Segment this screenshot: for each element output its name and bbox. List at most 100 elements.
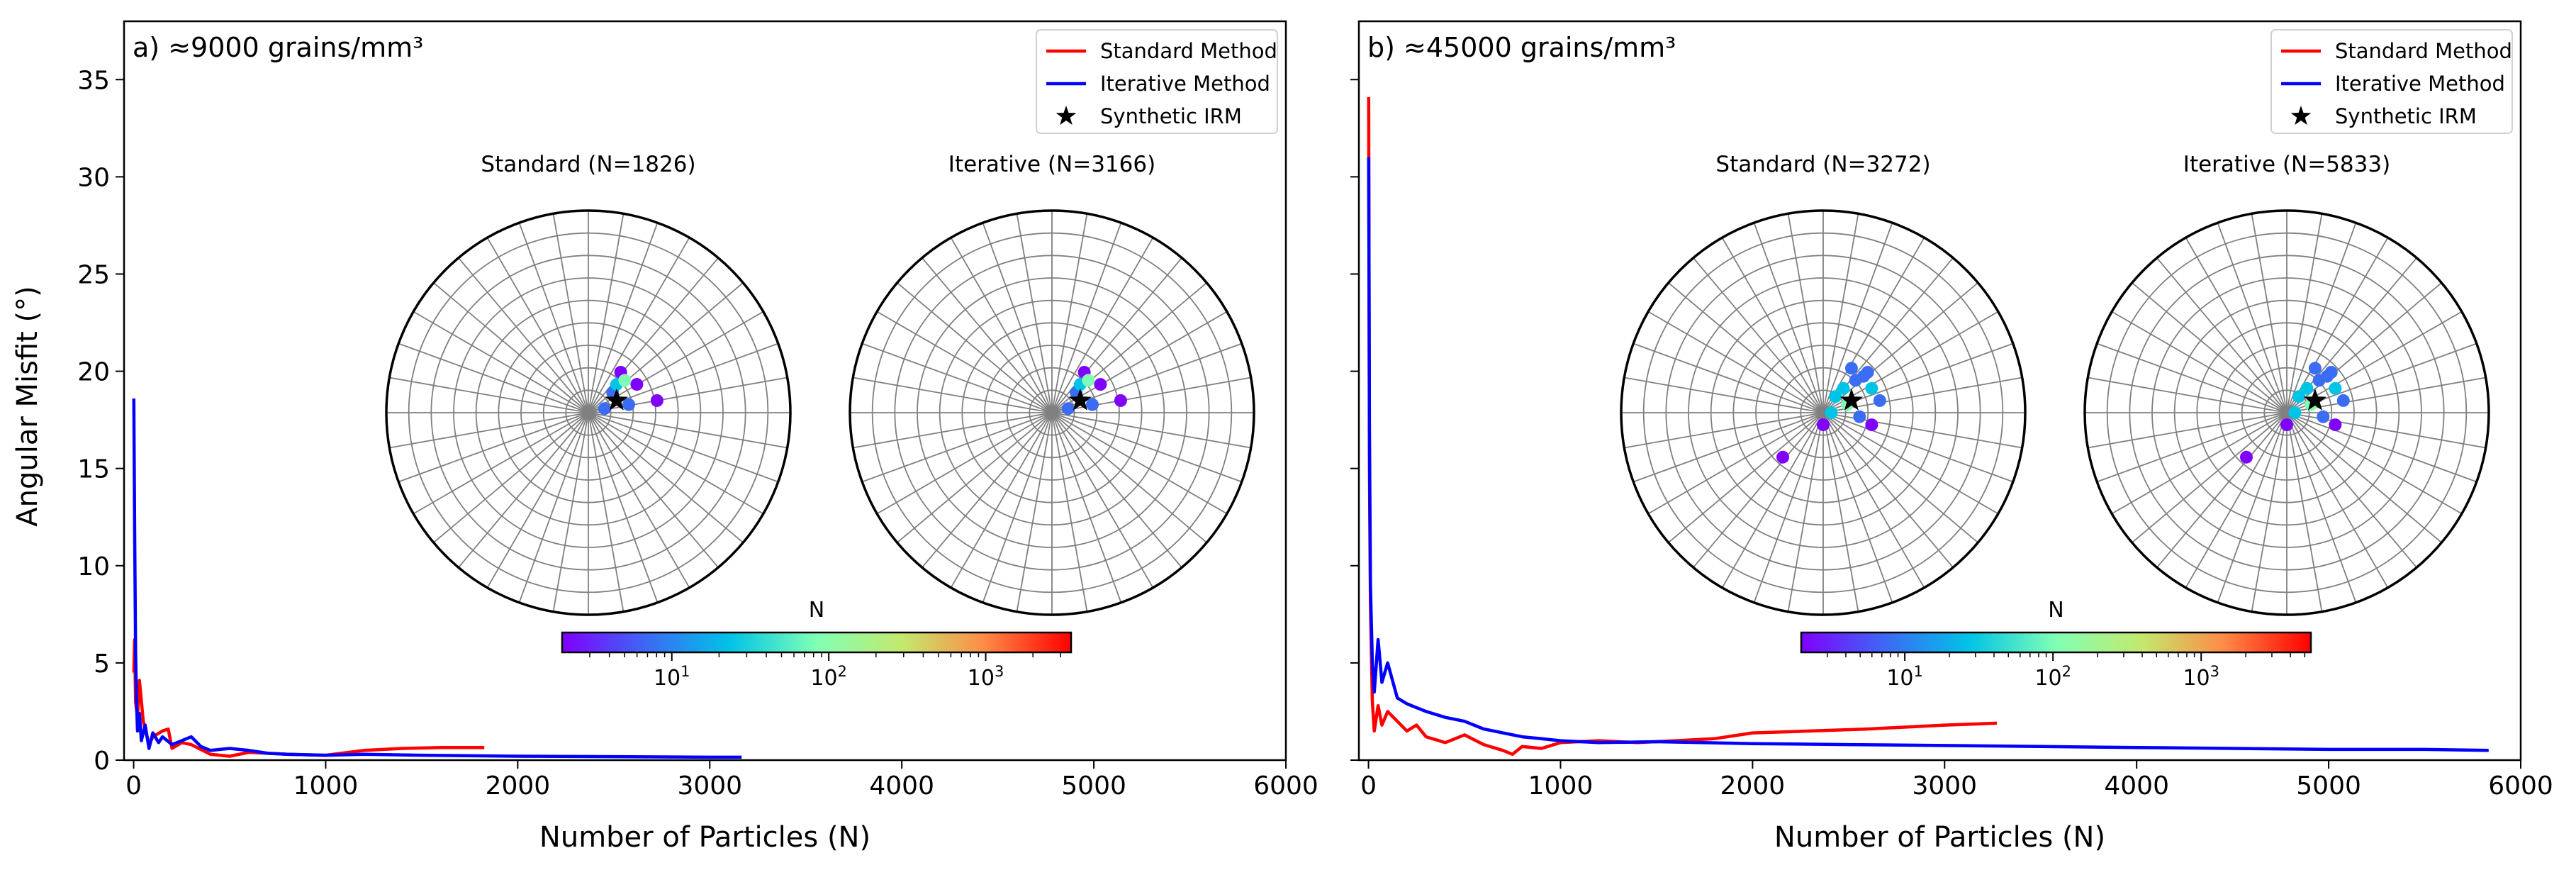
stereonet-spoke [1753, 222, 1824, 413]
y-tick-label: 15 [77, 455, 110, 484]
x-tick-label: 0 [1360, 771, 1377, 801]
legend-entry: Standard Method [1100, 39, 1277, 63]
stereonet-spoke [588, 412, 659, 603]
stereonet-spoke [1787, 412, 1824, 612]
inset-title: Iterative (N=5833) [2183, 152, 2390, 177]
colorbar-label: N [2048, 598, 2063, 623]
stereonet-spoke [950, 237, 1053, 413]
stereonet-spoke [1822, 412, 1925, 589]
stereonet-spoke [389, 412, 589, 449]
stereonet-spoke [1822, 412, 1999, 515]
stereonet-spoke [922, 257, 1053, 413]
stereonet-spoke [897, 282, 1053, 413]
stereonet-spoke [2286, 213, 2323, 413]
stereonet-point [1086, 398, 1099, 411]
stereonet-spoke [588, 412, 744, 543]
stereonet-spoke [1624, 377, 1824, 413]
series-line-iterative [1367, 157, 2489, 752]
legend-box [1036, 29, 1278, 134]
stereonet-spoke [552, 213, 589, 413]
x-tick-label: 1000 [1528, 771, 1594, 801]
stereonet-spoke [876, 412, 1053, 515]
y-axis-label: Angular Misfit (°) [11, 286, 44, 527]
stereonet-spoke [861, 342, 1053, 413]
stereonet-spoke [2111, 311, 2287, 413]
y-tick-label: 30 [77, 163, 110, 192]
stereonet-spoke [876, 311, 1053, 413]
inset-stereonet-standard: Standard (N=1826) [385, 152, 792, 616]
stereonet-spoke [398, 412, 589, 483]
y-tick-label: 0 [94, 747, 110, 776]
stereonet-spoke [2251, 412, 2287, 612]
stereonet-spoke [2156, 257, 2287, 413]
stereonet-spoke [2251, 213, 2287, 413]
stereonet-point [2317, 410, 2330, 423]
legend-entry: Iterative Method [2335, 72, 2505, 96]
stereonet-spoke [552, 412, 589, 612]
stereonet-spoke [588, 412, 625, 612]
legend: Standard Method Iterative Method Synthetic… [1036, 29, 1278, 134]
legend-swatch-star [2290, 106, 2312, 126]
colorbar-tick-label: 102 [2034, 663, 2071, 691]
inset-stereonet-iterative: Iterative (N=3166) [849, 152, 1255, 616]
stereonet-spoke [1624, 412, 1824, 449]
x-tick-label: 5000 [1061, 771, 1126, 801]
inset-title: Iterative (N=3166) [948, 152, 1155, 177]
stereonet-spoke [588, 412, 788, 449]
stereonet-spoke [588, 237, 690, 413]
stereonet-spoke [2286, 412, 2463, 515]
stereonet-spoke [1822, 412, 1954, 568]
stereonet-spoke [1693, 257, 1824, 413]
colorbar-tick-label: 103 [968, 663, 1004, 691]
panel-a: 0 1000 2000 3000 4000 5000 6000 0 5 10 15 20 25 30 35 N… [77, 20, 1318, 854]
stereonet-spoke [2088, 412, 2287, 449]
stereonet-spoke [1822, 412, 2014, 483]
stereonet-spoke [1051, 237, 1154, 413]
stereonet-point [1837, 381, 1850, 395]
stereonet-spoke [1668, 412, 1824, 543]
stereonet-spoke [922, 412, 1053, 568]
x-tick-label: 3000 [1912, 771, 1977, 801]
stereonet-point [1061, 402, 1075, 416]
colorbar-tick-label: 102 [810, 663, 847, 691]
colorbar-tick-label: 103 [2183, 663, 2219, 691]
stereonet-spoke [588, 412, 719, 568]
stereonet-spoke [1721, 237, 1824, 413]
x-tick-label: 6000 [1253, 771, 1318, 801]
stereonet-point [1829, 390, 1842, 403]
x-axis-label: Number of Particles (N) [1774, 821, 2105, 854]
series-line-iterative [132, 398, 742, 759]
stereonet-point [2329, 381, 2342, 395]
stereonet-spoke [2286, 412, 2389, 589]
stereonet-point [650, 394, 663, 407]
x-tick-label: 0 [125, 771, 142, 801]
stereonet-spoke [1051, 213, 1088, 413]
stereonet-point [1861, 366, 1874, 379]
inset-stereonet-iterative: Iterative (N=5833) [2083, 152, 2490, 616]
colorbar-gradient [561, 631, 1073, 654]
synthetic-irm-star [1839, 388, 1864, 411]
stereonet-spoke [1051, 412, 1243, 483]
stereonet-point [2329, 418, 2342, 432]
panel-b: 0 1000 2000 3000 4000 5000 6000 Number of Parti… [1350, 20, 2553, 854]
stereonet-point [1082, 374, 1095, 387]
stereonet-point [1865, 381, 1878, 395]
stereonet-spoke [1051, 222, 1122, 413]
stereonet-spoke [2286, 222, 2357, 413]
stereonet-point [630, 378, 644, 391]
stereonet-spoke [1051, 412, 1228, 515]
stereonet-spoke [950, 412, 1053, 589]
stereonet-spoke [982, 412, 1053, 603]
colorbar-tick-label: 101 [654, 663, 690, 691]
stereonet-spoke [1051, 412, 1122, 603]
stereonet-point [2240, 450, 2253, 464]
legend-box [2270, 29, 2513, 134]
stereonet-point [1873, 394, 1886, 407]
stereonet-spoke [1822, 213, 1859, 413]
stereonet-point [1853, 410, 1866, 423]
stereonet-spoke [1822, 412, 1978, 543]
stereonet-spoke [588, 412, 690, 589]
stereonet-point [1825, 406, 1838, 419]
inset-title: Standard (N=3272) [1715, 152, 1930, 177]
